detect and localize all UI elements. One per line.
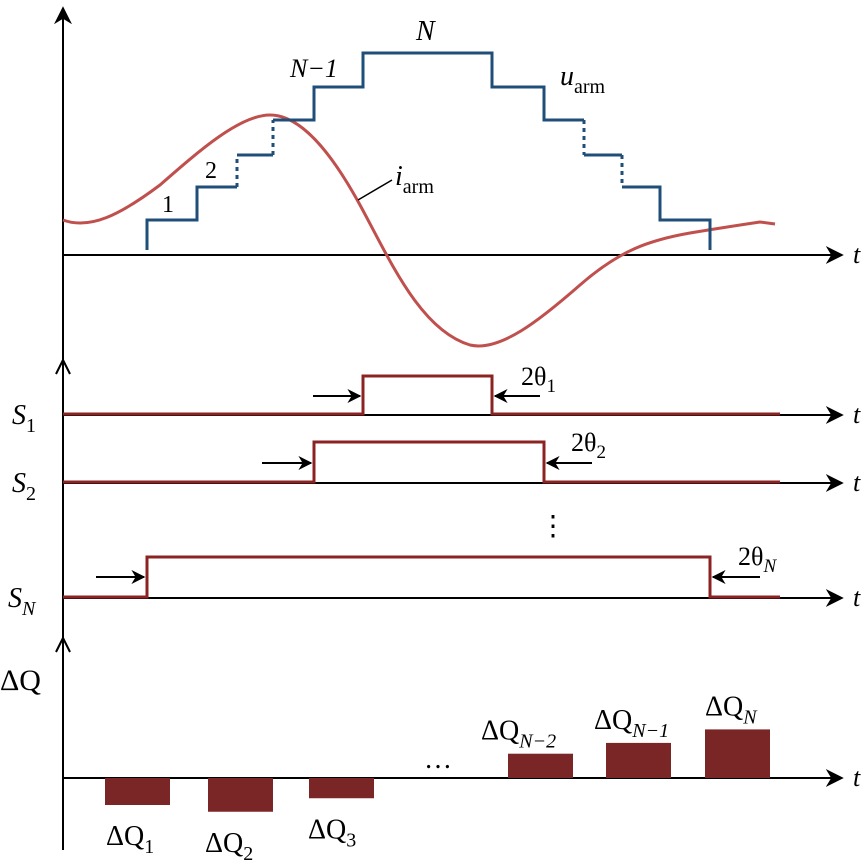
charge-bar-label-3: ΔQ3 [308, 814, 356, 851]
charge-axis-label: ΔQ [0, 664, 41, 697]
charge-bar-label-main: ΔQ [705, 691, 743, 722]
charge-bar-label-2: ΔQ2 [205, 828, 253, 865]
theta1-label-main: 2θ [521, 362, 546, 391]
charge-axis-label-text: ΔQ [0, 664, 41, 697]
s1-label: S1 [12, 400, 36, 437]
charge-bar-label-5: ΔQN−1 [594, 705, 669, 742]
thetan-label-sub: N [762, 556, 777, 577]
s2-label: S2 [12, 468, 36, 505]
charge-bar-label-sub: N [742, 706, 758, 728]
voltage-label-main: u [560, 61, 574, 92]
axis-tick-lower-right [62, 637, 71, 653]
charge-bar-label-4: ΔQN−2 [481, 716, 556, 753]
axis-tick-upper-right [62, 359, 71, 375]
charge-bar-label-sub: N−2 [518, 731, 556, 753]
s2-label-sub: 2 [26, 483, 36, 505]
charge-bars [105, 729, 770, 812]
theta2-label-main: 2θ [571, 428, 596, 457]
thetan-label: 2θN [738, 542, 777, 577]
charge-bar-label-sub: 2 [243, 843, 253, 865]
arm-voltage-staircase-rise [145, 185, 237, 250]
sn-signal [63, 555, 780, 599]
s1-label-main: S [12, 400, 26, 431]
charge-ellipsis: … [424, 744, 452, 775]
charge-bar-label-main: ΔQ [594, 705, 632, 736]
arm-voltage-staircase-top [273, 51, 584, 122]
current-label: iarm [395, 161, 434, 198]
theta1-label-sub: 1 [546, 376, 556, 397]
arm-voltage-staircase-fall [622, 185, 712, 250]
switch-ellipsis: ⋮ [539, 511, 567, 542]
step-label-1: 1 [162, 192, 174, 218]
axis-tick-lower [55, 637, 64, 653]
theta2-label: 2θ2 [571, 428, 606, 463]
time-label-top: t [853, 240, 861, 269]
charge-bar-2 [208, 778, 273, 812]
current-label-leader [357, 179, 393, 201]
charge-bar-label-sub: N−1 [631, 720, 669, 742]
charge-bar-1 [105, 778, 170, 805]
charge-bar-4 [508, 753, 573, 778]
s1-signal [63, 374, 780, 416]
s2-signal [63, 440, 780, 484]
charge-bar-label-main: ΔQ [106, 821, 144, 852]
s1-label-sub: 1 [26, 415, 36, 437]
current-label-sub: arm [403, 176, 435, 198]
voltage-label-sub: arm [574, 76, 606, 98]
sn-label-main: S [8, 583, 22, 614]
theta1-label: 2θ1 [521, 362, 556, 397]
time-label-charge: t [853, 763, 861, 792]
charge-bar-label-sub: 3 [346, 829, 356, 851]
voltage-label: uarm [560, 61, 606, 98]
arm-current-curve [62, 113, 776, 348]
charge-bar-5 [606, 742, 671, 778]
step-label-2: 2 [205, 158, 217, 184]
thetan-label-main: 2θ [738, 542, 763, 571]
charge-bar-label-6: ΔQN [705, 691, 758, 728]
time-label-s2: t [853, 468, 861, 497]
step-label-n-minus-1: N−1 [289, 54, 338, 83]
charge-bar-6 [705, 729, 770, 778]
sn-label-sub: N [21, 598, 37, 620]
axis-tick-upper [55, 359, 64, 375]
charge-bar-label-1: ΔQ1 [106, 821, 154, 858]
charge-bar-label-sub: 1 [144, 836, 154, 858]
s2-label-main: S [12, 468, 26, 499]
theta2-label-sub: 2 [596, 442, 606, 463]
charge-bar-3 [309, 778, 374, 799]
charge-bar-label-main: ΔQ [308, 814, 346, 845]
current-label-main: i [395, 161, 403, 192]
charge-bar-label-main: ΔQ [481, 716, 519, 747]
time-label-s1: t [853, 400, 861, 429]
time-label-sn: t [853, 583, 861, 612]
sn-label: SN [8, 583, 37, 620]
step-label-n: N [415, 16, 436, 47]
charge-bar-label-main: ΔQ [205, 828, 243, 859]
